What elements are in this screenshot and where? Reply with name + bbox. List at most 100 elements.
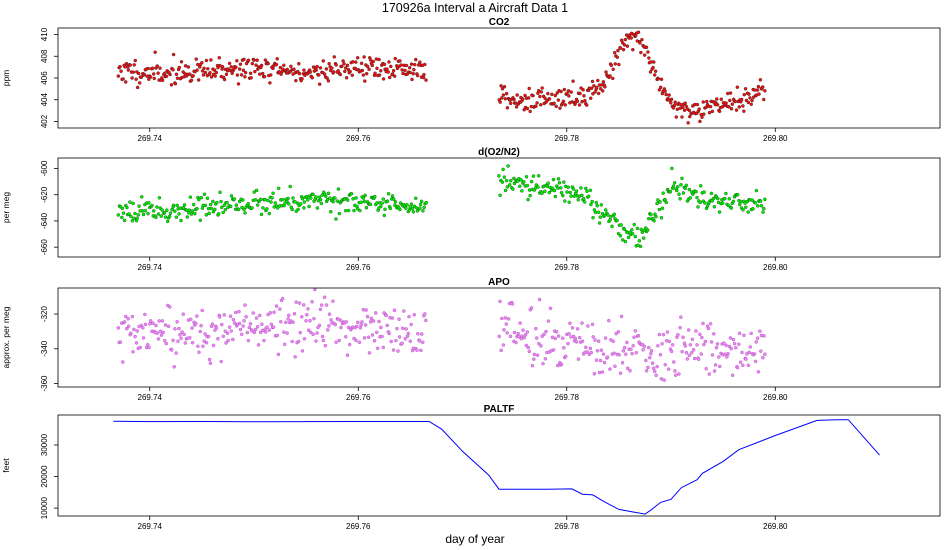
data-point bbox=[652, 60, 656, 64]
data-point bbox=[313, 287, 317, 292]
data-point bbox=[386, 192, 391, 196]
data-point bbox=[556, 177, 561, 181]
data-point bbox=[750, 98, 754, 103]
data-point bbox=[540, 191, 544, 195]
y-tick-label: 404 bbox=[40, 93, 49, 107]
data-point bbox=[599, 348, 604, 352]
data-point bbox=[200, 69, 205, 73]
data-point bbox=[217, 315, 222, 319]
data-point bbox=[265, 207, 269, 211]
data-point bbox=[331, 199, 335, 204]
data-point bbox=[669, 349, 674, 354]
data-point bbox=[652, 73, 657, 77]
data-point bbox=[567, 94, 571, 98]
data-point bbox=[146, 66, 151, 71]
data-point bbox=[350, 73, 355, 77]
data-point bbox=[125, 205, 129, 210]
data-point bbox=[346, 325, 351, 330]
data-point bbox=[508, 334, 513, 339]
data-point bbox=[727, 344, 732, 349]
data-point bbox=[361, 308, 366, 312]
data-point bbox=[511, 187, 515, 191]
data-point bbox=[729, 107, 734, 111]
data-point bbox=[163, 71, 167, 75]
data-point bbox=[595, 349, 600, 353]
data-point bbox=[759, 204, 764, 208]
data-point bbox=[571, 79, 575, 83]
data-point bbox=[668, 190, 673, 194]
data-point bbox=[579, 186, 583, 190]
data-point bbox=[409, 62, 414, 66]
data-point bbox=[336, 69, 341, 73]
data-point bbox=[628, 369, 632, 373]
data-point bbox=[366, 335, 371, 340]
data-point bbox=[721, 201, 725, 205]
data-point bbox=[171, 203, 176, 208]
data-point bbox=[259, 212, 264, 217]
data-point bbox=[526, 345, 530, 350]
data-point bbox=[325, 76, 329, 80]
panel-3-y-label: approx. per meg bbox=[1, 306, 11, 368]
data-point bbox=[755, 336, 760, 340]
data-point bbox=[550, 186, 555, 190]
data-point bbox=[713, 363, 718, 367]
data-point bbox=[214, 70, 219, 75]
data-point bbox=[583, 98, 587, 103]
data-point bbox=[232, 197, 237, 201]
data-point bbox=[314, 195, 318, 199]
data-point bbox=[351, 197, 355, 201]
data-point bbox=[268, 311, 273, 315]
data-point bbox=[580, 99, 584, 104]
data-point bbox=[375, 201, 379, 205]
data-point bbox=[570, 326, 575, 330]
data-point bbox=[667, 93, 671, 97]
data-point bbox=[237, 309, 241, 314]
data-point bbox=[663, 89, 667, 93]
data-point bbox=[536, 174, 541, 178]
data-point bbox=[708, 322, 713, 326]
data-point bbox=[543, 189, 547, 194]
data-point bbox=[742, 333, 746, 337]
data-point bbox=[544, 329, 548, 334]
data-point bbox=[203, 332, 207, 336]
data-point bbox=[207, 357, 212, 362]
data-point bbox=[566, 341, 570, 346]
data-point bbox=[632, 222, 636, 227]
data-point bbox=[730, 373, 735, 377]
data-point bbox=[420, 332, 424, 336]
data-point bbox=[728, 98, 732, 103]
data-point bbox=[167, 214, 172, 219]
data-point bbox=[237, 321, 242, 326]
data-point bbox=[521, 328, 525, 332]
data-point bbox=[318, 307, 323, 312]
data-point bbox=[232, 321, 237, 325]
data-point bbox=[123, 314, 128, 319]
data-point bbox=[190, 326, 194, 330]
data-point bbox=[687, 187, 692, 192]
data-point bbox=[512, 176, 516, 181]
data-point bbox=[684, 104, 688, 108]
data-point bbox=[606, 213, 610, 217]
data-point bbox=[584, 345, 588, 350]
data-point bbox=[155, 64, 159, 68]
data-point bbox=[527, 86, 531, 91]
data-point bbox=[129, 331, 133, 336]
data-point bbox=[674, 115, 678, 119]
data-point bbox=[667, 339, 672, 344]
data-point bbox=[734, 108, 739, 112]
data-point bbox=[269, 200, 273, 204]
data-point bbox=[542, 332, 546, 337]
data-point bbox=[131, 350, 135, 354]
data-point bbox=[130, 76, 134, 80]
data-point bbox=[675, 188, 679, 193]
data-point bbox=[315, 331, 319, 335]
data-point bbox=[193, 211, 197, 216]
data-point bbox=[349, 191, 354, 196]
data-point bbox=[598, 358, 603, 363]
data-point bbox=[130, 314, 135, 319]
data-point bbox=[557, 181, 562, 185]
x-tick-label: 269.80 bbox=[763, 522, 788, 531]
data-point bbox=[546, 181, 550, 185]
data-point bbox=[680, 176, 684, 181]
data-point bbox=[594, 200, 599, 205]
